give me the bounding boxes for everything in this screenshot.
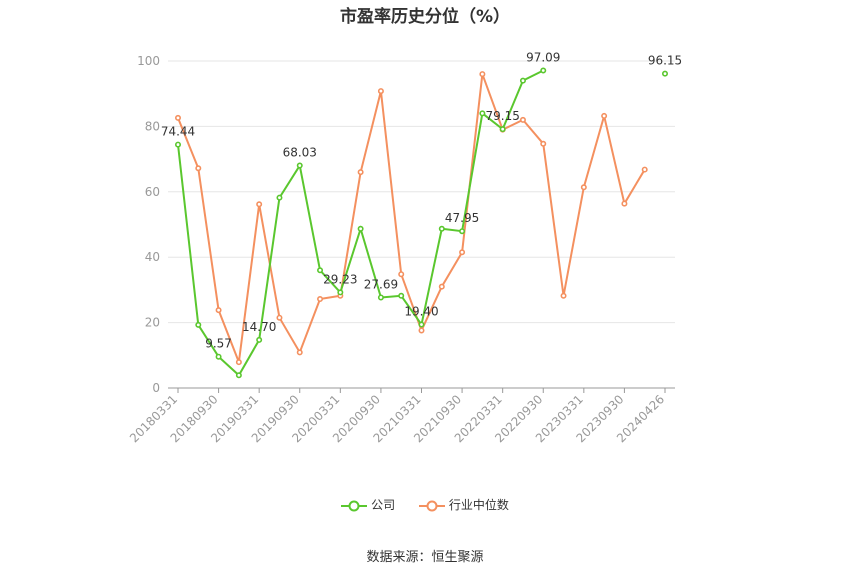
- data-point-1: [357, 169, 364, 176]
- legend-marker-icon: [418, 500, 445, 511]
- data-point-1: [621, 200, 628, 207]
- data-point-0: [276, 194, 283, 201]
- data-point-0: [337, 289, 344, 296]
- data-point-1: [560, 292, 567, 299]
- data-label: 47.95: [445, 211, 479, 225]
- data-point-1: [256, 201, 263, 208]
- data-point-0: [377, 294, 384, 301]
- y-tick-label: 20: [145, 316, 160, 330]
- data-point-1: [317, 296, 324, 303]
- data-point-1: [418, 327, 425, 334]
- data-label: 14.70: [242, 320, 276, 334]
- data-point-1: [235, 359, 242, 366]
- data-point-1: [479, 71, 486, 78]
- data-point-1: [641, 166, 648, 173]
- data-point-1: [519, 116, 526, 123]
- data-label: 29.23: [323, 272, 357, 286]
- data-point-1: [195, 165, 202, 172]
- label-layer: 74.44 9.57 14.70 68.03 29.23 27.69 19.40 47.95 7…: [161, 51, 682, 351]
- data-point-1: [540, 140, 547, 147]
- data-label: 74.44: [161, 125, 195, 139]
- series-layer: [175, 67, 668, 379]
- data-point-0: [296, 162, 303, 169]
- data-point-0: [175, 141, 182, 148]
- data-point-0: [459, 228, 466, 235]
- grid-layer: [168, 60, 675, 324]
- data-point-1: [580, 184, 587, 191]
- data-point-1: [459, 249, 466, 256]
- data-point-1: [175, 114, 182, 121]
- y-tick-label: 60: [145, 185, 160, 199]
- legend: 公司 行业中位数: [0, 496, 850, 513]
- legend-label-industry-median: 行业中位数: [448, 498, 509, 512]
- data-label: 27.69: [364, 277, 398, 291]
- data-point-0: [540, 67, 547, 74]
- data-point-0: [235, 372, 242, 379]
- data-point-1: [601, 112, 608, 119]
- y-tick-label: 40: [145, 250, 160, 264]
- data-point-1: [438, 283, 445, 290]
- data-point-0: [479, 110, 486, 117]
- chart-title: 市盈率历史分位（%）: [339, 7, 511, 27]
- data-point-0: [215, 353, 222, 360]
- data-point-0: [195, 321, 202, 328]
- data-point-0: [519, 77, 526, 84]
- legend-label-company: 公司: [371, 498, 396, 512]
- data-point-0: [357, 225, 364, 232]
- y-tick-label: 0: [152, 381, 160, 395]
- data-point-1: [296, 349, 303, 356]
- series-line-1: [177, 73, 646, 363]
- legend-item-industry-median[interactable]: 行业中位数: [418, 496, 509, 513]
- data-point-0: [438, 225, 445, 232]
- data-point-0: [418, 321, 425, 328]
- data-label: 97.09: [526, 51, 560, 65]
- data-point-0: [398, 292, 405, 299]
- legend-item-company[interactable]: 公司: [341, 496, 395, 513]
- data-point-1: [276, 314, 283, 321]
- y-tick-label: 80: [145, 119, 160, 133]
- data-point-1: [377, 88, 384, 95]
- data-point-0: [661, 70, 668, 77]
- data-point-0: [499, 126, 506, 133]
- data-point-1: [398, 271, 405, 278]
- data-label: 68.03: [283, 146, 317, 160]
- data-label: 9.57: [205, 337, 232, 351]
- data-point-0: [317, 267, 324, 274]
- y-tick-label: 100: [137, 54, 160, 68]
- legend-marker-icon: [341, 500, 368, 511]
- data-label: 79.15: [485, 109, 519, 123]
- data-label: 19.40: [404, 305, 438, 319]
- data-source: 数据来源：恒生聚源: [366, 550, 484, 565]
- data-point-0: [256, 336, 263, 343]
- data-point-1: [215, 307, 222, 314]
- data-label: 96.15: [648, 54, 682, 68]
